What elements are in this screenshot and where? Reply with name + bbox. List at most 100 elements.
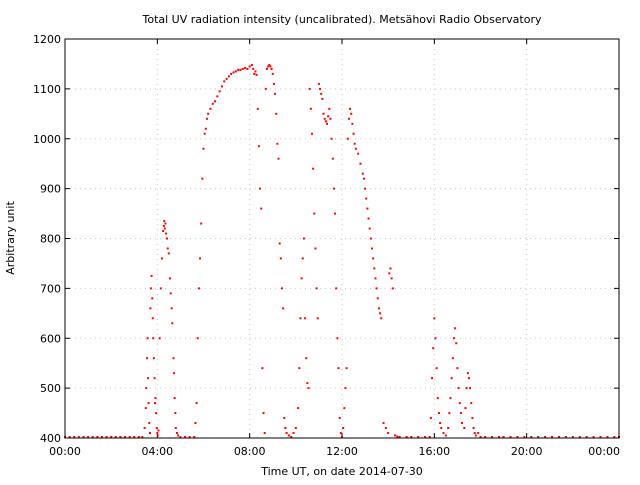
data-point <box>119 436 122 438</box>
data-point <box>265 67 268 70</box>
data-point <box>268 63 271 66</box>
data-point <box>151 317 154 320</box>
data-point <box>362 177 365 180</box>
data-point <box>352 132 355 135</box>
data-point <box>319 87 322 90</box>
data-point <box>469 387 472 390</box>
data-point <box>274 92 277 95</box>
data-point <box>110 436 113 438</box>
data-point <box>172 357 175 360</box>
data-point <box>164 222 167 225</box>
data-point <box>149 307 152 310</box>
data-point <box>433 317 436 320</box>
data-point <box>353 142 356 145</box>
data-point <box>145 357 148 360</box>
data-point <box>241 67 244 70</box>
y-tick-label: 600 <box>40 332 61 345</box>
data-point <box>359 162 362 165</box>
data-point <box>437 412 440 415</box>
data-point <box>424 436 427 438</box>
data-point <box>367 217 370 220</box>
data-point <box>133 436 136 438</box>
data-point <box>232 71 235 74</box>
data-point <box>321 97 324 100</box>
data-point <box>146 337 149 340</box>
data-point <box>394 434 397 437</box>
data-point <box>516 436 519 438</box>
data-point <box>267 65 270 68</box>
data-point <box>375 287 378 290</box>
data-point <box>382 422 385 425</box>
data-point <box>343 407 346 410</box>
data-point <box>463 427 466 430</box>
data-point <box>160 257 163 260</box>
data-point <box>209 107 212 110</box>
data-point <box>152 357 155 360</box>
x-tick-label: 08:00 <box>234 445 266 458</box>
data-point <box>207 112 210 115</box>
data-point <box>203 132 206 135</box>
data-point <box>330 137 333 140</box>
data-point <box>342 427 345 430</box>
data-point <box>332 187 335 190</box>
data-point <box>328 107 331 110</box>
data-point <box>380 317 383 320</box>
data-point <box>317 82 320 85</box>
data-point <box>194 422 197 425</box>
data-point <box>388 272 391 275</box>
data-point <box>284 427 287 430</box>
data-point <box>369 237 372 240</box>
data-point <box>434 337 437 340</box>
data-point <box>174 427 177 430</box>
data-point <box>435 367 438 370</box>
data-point <box>305 357 308 360</box>
data-point <box>372 257 375 260</box>
data-point <box>137 436 140 438</box>
data-point <box>170 307 173 310</box>
data-point <box>253 72 256 75</box>
data-point <box>285 432 288 435</box>
data-point <box>322 112 325 115</box>
data-point <box>156 434 159 437</box>
data-point <box>91 436 94 438</box>
data-point <box>299 317 302 320</box>
data-point <box>338 417 341 420</box>
data-point <box>171 322 174 325</box>
x-tick-label: 16:00 <box>418 445 450 458</box>
data-point <box>297 407 300 410</box>
y-tick-label: 700 <box>40 282 61 295</box>
data-point <box>336 337 339 340</box>
data-point <box>351 122 354 125</box>
data-point <box>300 277 303 280</box>
y-tick-label: 1200 <box>33 33 61 46</box>
data-point <box>410 436 413 438</box>
data-point <box>158 337 161 340</box>
data-point <box>471 417 474 420</box>
data-point <box>155 412 158 415</box>
data-point <box>461 422 464 425</box>
data-point <box>428 436 431 438</box>
data-point <box>250 63 253 66</box>
data-point <box>302 237 305 240</box>
data-point <box>272 82 275 85</box>
data-point <box>105 436 108 438</box>
data-point <box>199 257 202 260</box>
data-point <box>467 377 470 380</box>
data-point <box>174 412 177 415</box>
data-point <box>454 327 457 330</box>
data-point <box>417 436 420 438</box>
data-point <box>347 117 350 120</box>
data-point <box>255 73 258 76</box>
data-point <box>218 90 221 93</box>
data-point <box>310 132 313 135</box>
data-point <box>148 432 151 435</box>
data-point <box>497 436 500 438</box>
data-point <box>277 157 280 160</box>
y-tick-label: 400 <box>40 432 61 445</box>
data-point <box>551 436 554 438</box>
plot-frame <box>64 38 620 439</box>
data-point <box>282 307 285 310</box>
data-point <box>314 247 317 250</box>
data-point <box>87 436 90 438</box>
data-point <box>442 432 445 435</box>
